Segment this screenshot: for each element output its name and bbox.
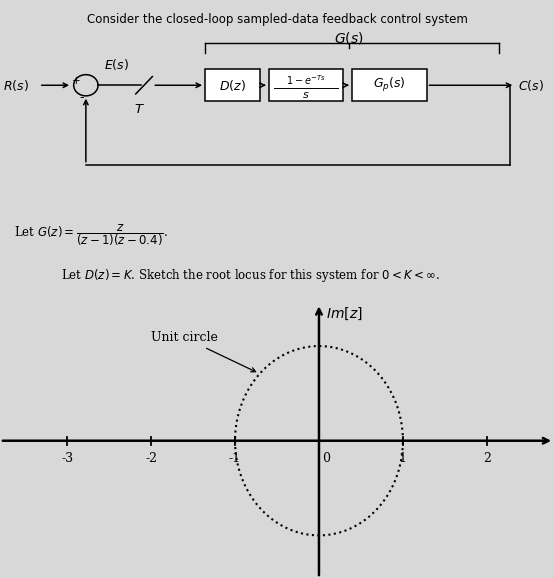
Text: +: + (72, 76, 81, 86)
Text: $C(s)$: $C(s)$ (518, 78, 544, 92)
Text: $G(s)$: $G(s)$ (334, 30, 364, 46)
Text: $G_p(s)$: $G_p(s)$ (373, 76, 406, 94)
Text: $D(z)$: $D(z)$ (219, 78, 246, 92)
Text: Consider the closed-loop sampled-data feedback control system: Consider the closed-loop sampled-data fe… (86, 13, 468, 26)
Text: $s$: $s$ (302, 90, 310, 101)
FancyBboxPatch shape (352, 69, 427, 101)
Text: -3: -3 (61, 452, 73, 465)
Text: $T$: $T$ (134, 103, 145, 116)
Text: 2: 2 (483, 452, 491, 465)
Text: -1: -1 (229, 452, 241, 465)
Text: -: - (80, 91, 84, 104)
Text: Unit circle: Unit circle (151, 331, 255, 372)
FancyBboxPatch shape (269, 69, 343, 101)
Text: $R(s)$: $R(s)$ (3, 78, 29, 92)
Text: Let $G(z) = \dfrac{z}{(z-1)(z-0.4)}$.: Let $G(z) = \dfrac{z}{(z-1)(z-0.4)}$. (14, 222, 168, 248)
Text: 1: 1 (399, 452, 407, 465)
Text: $Im[z]$: $Im[z]$ (326, 305, 362, 321)
FancyBboxPatch shape (205, 69, 260, 101)
Text: 0: 0 (322, 452, 330, 465)
Text: $E(s)$: $E(s)$ (104, 57, 129, 72)
Text: -2: -2 (145, 452, 157, 465)
Text: Let $D(z) = K$. Sketch the root locus for this system for $0 < K < \infty$.: Let $D(z) = K$. Sketch the root locus fo… (61, 267, 440, 284)
Text: $1-e^{-Ts}$: $1-e^{-Ts}$ (286, 73, 326, 87)
